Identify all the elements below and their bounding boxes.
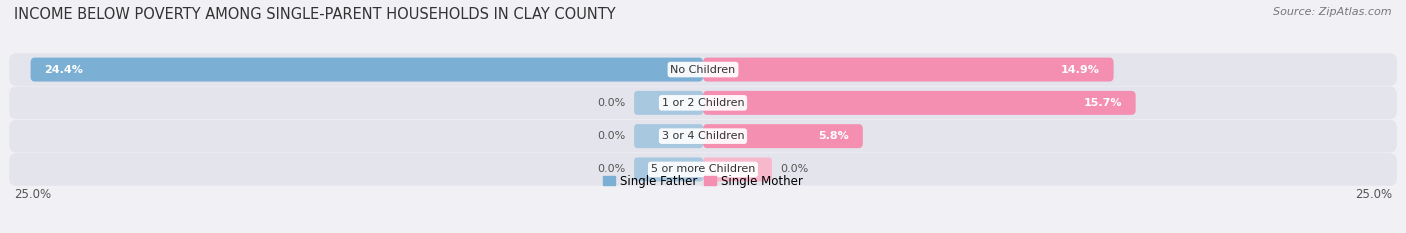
Text: INCOME BELOW POVERTY AMONG SINGLE-PARENT HOUSEHOLDS IN CLAY COUNTY: INCOME BELOW POVERTY AMONG SINGLE-PARENT… (14, 7, 616, 22)
Text: 25.0%: 25.0% (14, 188, 51, 201)
FancyBboxPatch shape (634, 158, 703, 182)
Text: 1 or 2 Children: 1 or 2 Children (662, 98, 744, 108)
FancyBboxPatch shape (8, 120, 1398, 152)
FancyBboxPatch shape (634, 91, 703, 115)
FancyBboxPatch shape (8, 86, 1398, 119)
FancyBboxPatch shape (703, 58, 1114, 82)
Text: Source: ZipAtlas.com: Source: ZipAtlas.com (1274, 7, 1392, 17)
Text: 5.8%: 5.8% (818, 131, 849, 141)
FancyBboxPatch shape (703, 91, 1136, 115)
Text: 5 or more Children: 5 or more Children (651, 164, 755, 175)
Legend: Single Father, Single Mother: Single Father, Single Mother (603, 175, 803, 188)
Text: No Children: No Children (671, 65, 735, 75)
Text: 25.0%: 25.0% (1355, 188, 1392, 201)
FancyBboxPatch shape (8, 153, 1398, 186)
Text: 0.0%: 0.0% (780, 164, 808, 175)
FancyBboxPatch shape (703, 158, 772, 182)
FancyBboxPatch shape (31, 58, 703, 82)
FancyBboxPatch shape (8, 53, 1398, 86)
Text: 0.0%: 0.0% (598, 98, 626, 108)
FancyBboxPatch shape (634, 124, 703, 148)
Text: 14.9%: 14.9% (1062, 65, 1099, 75)
Text: 0.0%: 0.0% (598, 131, 626, 141)
Text: 3 or 4 Children: 3 or 4 Children (662, 131, 744, 141)
Text: 24.4%: 24.4% (45, 65, 83, 75)
Text: 15.7%: 15.7% (1084, 98, 1122, 108)
FancyBboxPatch shape (703, 124, 863, 148)
Text: 0.0%: 0.0% (598, 164, 626, 175)
